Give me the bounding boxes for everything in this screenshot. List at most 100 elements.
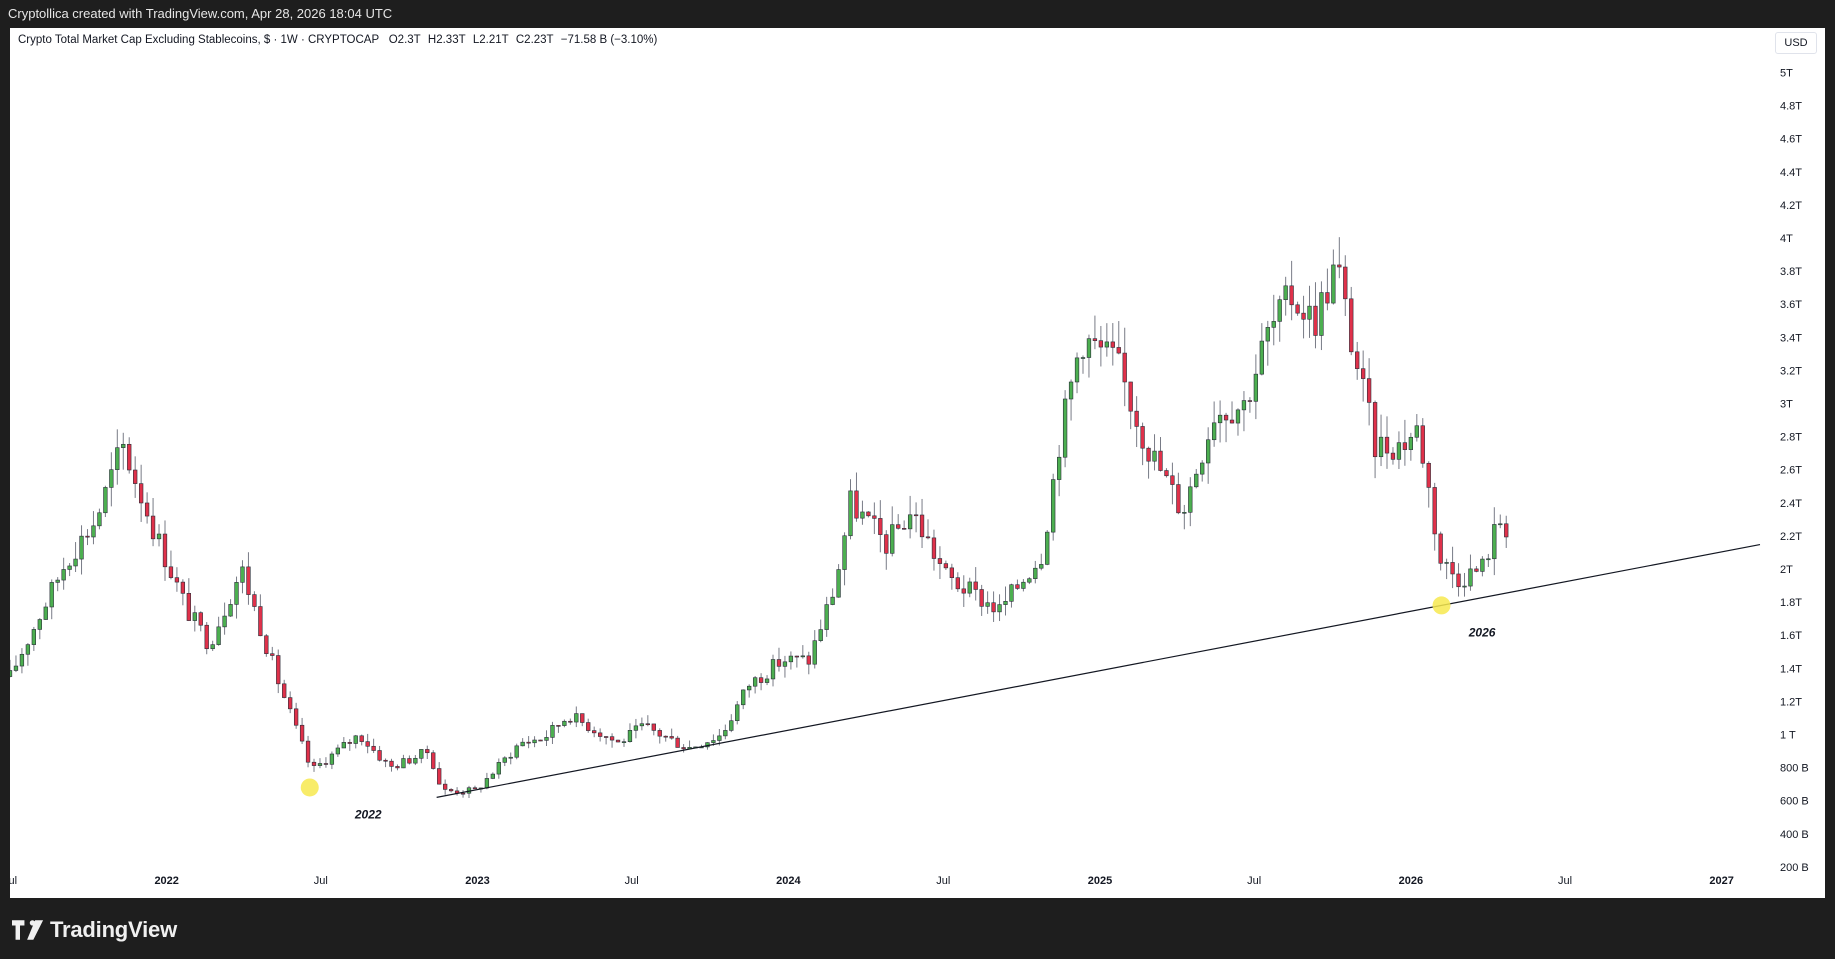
price-axis: 200 B 400 B 600 B 800 B 1 T 1.2T 1.4T 1.6T 1.8T 2…: [1780, 68, 1809, 874]
candle-down: [383, 759, 388, 762]
candle-up: [1319, 292, 1324, 336]
candle-down: [913, 514, 919, 517]
candle-up: [741, 689, 746, 706]
candle-up: [1068, 381, 1074, 400]
candle-down: [1349, 298, 1354, 353]
candle-down: [448, 789, 454, 792]
candle-up: [747, 685, 752, 691]
candle-down: [1361, 368, 1366, 379]
candle-down: [592, 730, 597, 734]
price-tick-label: 3.8T: [1780, 266, 1802, 278]
candle-down: [377, 750, 382, 761]
high-value: 2.33T: [436, 34, 466, 46]
candle-up: [1498, 523, 1503, 526]
candle-down: [437, 768, 442, 785]
candle-up: [1486, 558, 1491, 561]
candle-down: [186, 593, 191, 621]
candlestick-chart[interactable]: 2022 2026 200 B 400 B 600 B 800 B 1 T 1.2T 1.4T…: [10, 28, 1825, 898]
low-label: L: [472, 34, 480, 46]
candle-up: [25, 644, 31, 655]
time-tick-label: Jul: [625, 875, 639, 887]
candle-up: [562, 720, 567, 726]
candle-up: [729, 720, 734, 731]
candle-down: [1474, 568, 1479, 572]
time-tick-label: 2023: [465, 875, 489, 887]
candle-up: [800, 655, 805, 658]
candle-down: [1128, 381, 1133, 412]
candle-down: [1122, 352, 1127, 383]
candle-down: [931, 537, 937, 559]
candle-down: [955, 577, 960, 590]
price-tick-label: 2.8T: [1780, 432, 1802, 444]
candle-up: [997, 604, 1002, 613]
candle-down: [902, 528, 907, 530]
candle-down: [568, 720, 573, 723]
candle-up: [812, 640, 817, 665]
candle-up: [985, 602, 990, 607]
candle-down: [1456, 573, 1461, 588]
low-value: 2.21T: [479, 34, 509, 46]
candle-down: [973, 581, 978, 590]
candle-down: [758, 677, 764, 683]
candle-down: [252, 594, 257, 607]
candle-up: [717, 735, 722, 741]
currency-selector[interactable]: USD: [1775, 32, 1817, 54]
symbol-title: Crypto Total Market Cap Excluding Stable…: [18, 34, 380, 46]
high-label: H: [427, 34, 437, 46]
candle-down: [681, 747, 686, 750]
candle-down: [270, 653, 275, 656]
candle-up: [788, 655, 794, 663]
candle-down: [1438, 533, 1443, 564]
candle-down: [1402, 442, 1408, 450]
candle-down: [961, 588, 966, 594]
candle-down: [431, 752, 436, 769]
time-tick-label: Jul: [314, 875, 328, 887]
candle-down: [138, 483, 144, 504]
candle-up: [1307, 305, 1312, 320]
candle-up: [544, 737, 549, 741]
tradingview-logo[interactable]: TradingView: [12, 916, 177, 944]
candle-up: [1277, 299, 1282, 322]
price-tick-label: 4.2T: [1780, 200, 1802, 212]
candle-up: [836, 569, 841, 598]
price-tick-label: 1.6T: [1780, 630, 1802, 642]
candle-down: [323, 763, 329, 765]
price-tick-label: 400 B: [1780, 829, 1809, 841]
price-tick-label: 1.4T: [1780, 663, 1802, 675]
candle-down: [1158, 450, 1163, 471]
candle-up: [1462, 585, 1467, 588]
candle-up: [1331, 264, 1336, 304]
candle-down: [878, 518, 883, 535]
chart-panel[interactable]: 2022 2026 200 B 400 B 600 B 800 B 1 T 1.2T 1.4T…: [10, 28, 1825, 898]
candle-down: [180, 581, 186, 594]
candle-up: [1206, 439, 1211, 464]
candle-up: [532, 739, 537, 744]
candle-up: [1492, 524, 1497, 560]
candle-down: [407, 758, 412, 764]
candle-down: [1116, 347, 1121, 354]
candle-up: [1045, 531, 1050, 565]
price-tick-label: 1.2T: [1780, 696, 1802, 708]
price-tick-label: 1 T: [1780, 730, 1796, 742]
price-tick-label: 2.4T: [1780, 498, 1802, 510]
price-tick-label: 3T: [1780, 399, 1793, 411]
candle-down: [133, 469, 138, 484]
candle-down: [198, 612, 203, 626]
candle-down: [389, 760, 394, 767]
candle-down: [645, 723, 650, 726]
price-tick-label: 600 B: [1780, 796, 1809, 808]
candle-up: [1408, 436, 1413, 450]
candle-up: [329, 753, 335, 765]
candle-down: [1504, 523, 1509, 538]
candle-up: [1086, 338, 1092, 358]
candle-down: [943, 563, 949, 569]
candle-up: [10, 670, 13, 677]
candle-up: [67, 565, 72, 570]
candle-up: [1253, 373, 1259, 402]
candle-down: [365, 741, 370, 747]
candle-down: [1229, 419, 1235, 424]
candle-up: [401, 758, 406, 769]
candle-down: [556, 725, 561, 727]
time-tick-label: 2025: [1088, 875, 1112, 887]
candle-down: [162, 533, 168, 568]
